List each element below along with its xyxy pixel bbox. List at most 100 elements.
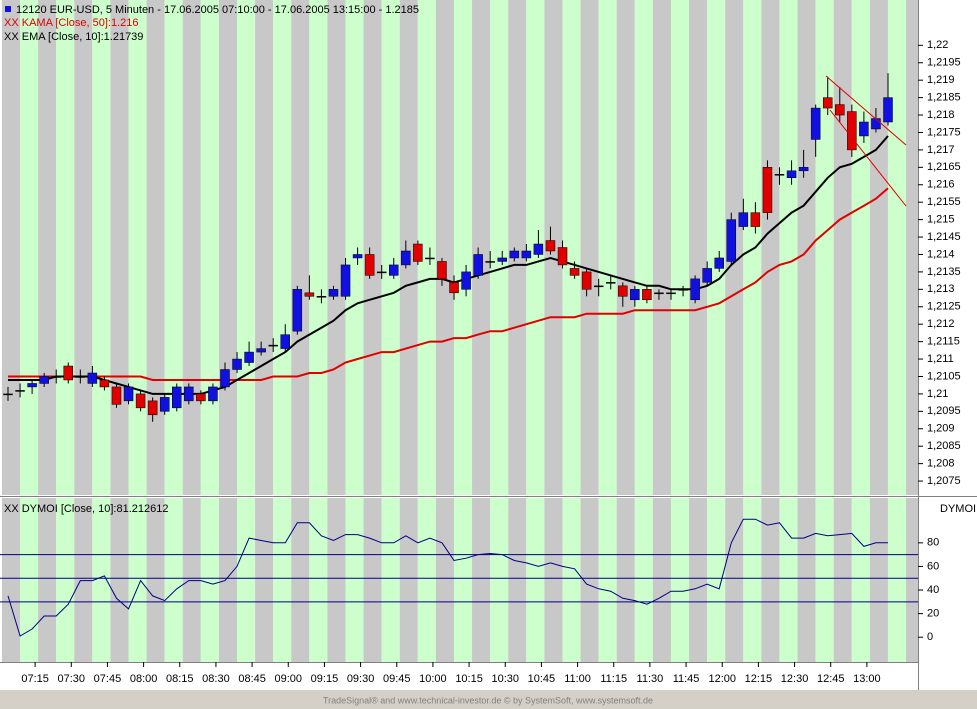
candle-body (497, 257, 507, 262)
candle-body (883, 97, 893, 123)
time-band (345, 0, 364, 495)
y-tick-label: 1,22 (927, 39, 948, 51)
candle-body (63, 365, 74, 381)
time-band (218, 0, 237, 495)
candle-body (750, 212, 761, 227)
time-band (815, 0, 834, 495)
x-tick-label: 08:00 (130, 673, 158, 685)
time-band (887, 498, 907, 662)
x-tick-label: 12:45 (817, 673, 845, 685)
time-band (815, 498, 834, 662)
candle-body (413, 243, 423, 262)
candle-body (654, 292, 664, 295)
x-tick-label: 13:00 (853, 673, 881, 685)
x-tick-label: 08:30 (202, 673, 230, 685)
time-band (743, 0, 762, 495)
x-tick-label: 12:00 (708, 673, 736, 685)
y-tick-label: 1,2105 (927, 370, 961, 382)
candle-body (147, 400, 158, 416)
time-band (255, 498, 274, 662)
x-tick-label: 11:45 (673, 673, 700, 685)
x-tick-label: 10:00 (419, 673, 447, 685)
time-band (634, 498, 653, 662)
time-band (869, 498, 888, 662)
legend-entry: XX KAMA [Close, 50]:1.216 (4, 17, 139, 29)
x-tick-label: 10:15 (455, 673, 483, 685)
candle-body (256, 348, 266, 353)
time-band (616, 0, 635, 495)
y-tick-label: 1,218 (927, 109, 955, 121)
time-band (273, 498, 292, 662)
time-band (472, 498, 491, 662)
time-band (508, 498, 527, 662)
time-bands (1, 0, 918, 662)
time-band (689, 498, 708, 662)
time-band (291, 498, 310, 662)
time-band (779, 498, 798, 662)
candle-body (135, 393, 146, 409)
time-band (851, 0, 870, 495)
time-band (273, 0, 292, 495)
time-band (580, 498, 599, 662)
y-tick-label: 1,2135 (927, 266, 961, 278)
candle-body (244, 351, 254, 363)
candle-body (232, 358, 242, 370)
time-band (146, 498, 165, 662)
time-band (562, 498, 581, 662)
time-band (779, 0, 798, 495)
time-band (887, 0, 907, 495)
candle-body (340, 264, 351, 297)
legend-entry: XX DYMOI [Close, 10]:81.212612 (4, 503, 168, 515)
candle-body (714, 257, 724, 269)
candle-body (401, 250, 411, 266)
x-tick-label: 09:45 (383, 673, 411, 685)
time-band (435, 0, 454, 495)
y-tick-label: 1,213 (927, 283, 955, 295)
time-band (74, 498, 93, 662)
time-band (56, 0, 75, 495)
time-band (562, 0, 581, 495)
time-band (472, 0, 491, 495)
time-band (797, 0, 816, 495)
time-band (761, 498, 780, 662)
symbol-icon (5, 6, 11, 12)
x-tick-label: 12:15 (745, 673, 773, 685)
time-band (20, 0, 39, 495)
candle-body (557, 247, 568, 266)
candle-body (196, 393, 206, 402)
y-tick-label: 1,2145 (927, 231, 961, 243)
time-band (345, 498, 364, 662)
time-band (1, 498, 20, 662)
candle-body (569, 268, 580, 276)
candle-body (786, 170, 797, 179)
y-tick-label: 0 (927, 631, 933, 643)
candle-body (533, 243, 544, 255)
time-band (399, 0, 418, 495)
time-band (110, 0, 129, 495)
time-band (707, 498, 726, 662)
y-tick-label: 1,2115 (927, 336, 960, 348)
time-band (255, 0, 274, 495)
time-band (164, 0, 183, 495)
candle-body (364, 254, 375, 276)
time-band (869, 0, 888, 495)
candle-body (75, 376, 86, 378)
y-tick-label: 1,214 (927, 248, 955, 260)
candle-body (376, 271, 387, 274)
candle-body (389, 264, 399, 276)
candle-body (449, 282, 459, 294)
candle-body (39, 376, 49, 384)
time-band (634, 0, 653, 495)
series-line (8, 135, 889, 395)
y-tick-label: 1,2075 (927, 475, 961, 487)
time-band (670, 498, 690, 662)
candle-body (461, 271, 471, 290)
time-band (146, 0, 165, 495)
candle-body (220, 369, 230, 388)
panel-title: DYMOI (940, 503, 976, 515)
candle-body (738, 212, 749, 227)
x-tick-label: 08:15 (166, 673, 194, 685)
candle-body (292, 289, 303, 332)
y-tick-label: 1,21 (927, 388, 948, 400)
candle-body (822, 97, 833, 109)
